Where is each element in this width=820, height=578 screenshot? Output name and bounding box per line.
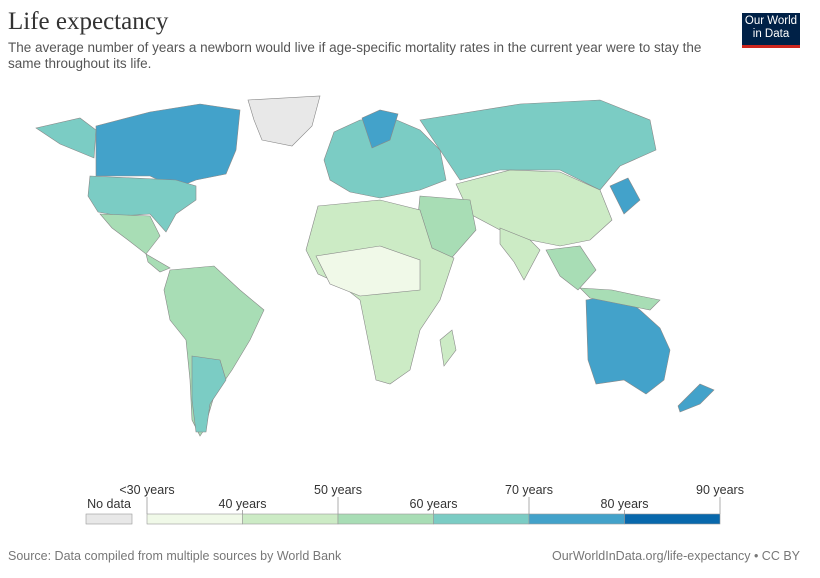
- legend-bin: [624, 513, 721, 525]
- map: No data<30 years 40 years 50 years 60 years…: [35, 95, 744, 525]
- madagascar: [439, 329, 457, 367]
- south-america: [163, 265, 265, 437]
- legend: No data<30 years 40 years 50 years 60 years…: [85, 483, 744, 525]
- legend-tick-label: 70 years: [505, 483, 553, 497]
- url[interactable]: OurWorldInData.org/life-expectancy • CC …: [552, 549, 800, 563]
- no-data-swatch: [85, 513, 133, 525]
- no-data-label: No data: [87, 497, 131, 511]
- russia: [419, 99, 657, 191]
- legend-bin: [146, 513, 243, 525]
- canada: [95, 103, 241, 189]
- logo[interactable]: Our World in Data: [742, 13, 800, 48]
- source: Source: Data compiled from multiple sour…: [8, 549, 342, 563]
- india: [499, 227, 541, 281]
- legend-tick-label: <30 years: [119, 483, 174, 497]
- central-east-asia: [455, 169, 613, 247]
- central-africa: [315, 245, 421, 297]
- legend-bin: [433, 513, 530, 525]
- subtitle: The average number of years a newborn wo…: [8, 40, 702, 71]
- alaska: [35, 117, 97, 159]
- indonesia: [579, 287, 661, 311]
- legend-tick-label: 90 years: [696, 483, 744, 497]
- legend-tick-label: 40 years: [219, 497, 267, 511]
- legend-tick-label: 50 years: [314, 483, 362, 497]
- argentina-chile: [191, 355, 227, 433]
- greenland: [247, 95, 321, 147]
- countries: [35, 95, 715, 437]
- title: Life expectancy: [8, 8, 169, 35]
- mexico: [99, 213, 161, 255]
- legend-bin: [337, 513, 434, 525]
- usa: [87, 175, 197, 233]
- legend-bin: [242, 513, 339, 525]
- legend-tick-label: 60 years: [410, 497, 458, 511]
- scandinavia: [361, 109, 399, 149]
- australia: [585, 293, 671, 395]
- central-america: [145, 253, 171, 273]
- southeast-asia: [545, 245, 597, 291]
- legend-bin: [528, 513, 625, 525]
- japan: [609, 177, 641, 215]
- legend-tick-label: 80 years: [601, 497, 649, 511]
- new-zealand: [677, 383, 715, 413]
